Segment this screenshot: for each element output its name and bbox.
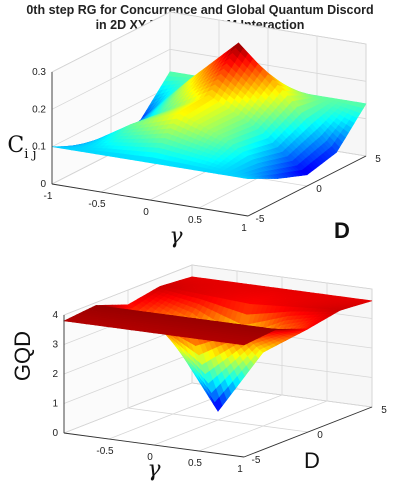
gqd-xtick-label: 1 [237, 464, 243, 475]
gqd-ytick-label: 0 [317, 430, 323, 441]
concurrence-axis-labels: Ci j γ D [7, 133, 350, 249]
concurrence-ytick-label: 5 [375, 154, 381, 165]
gqd-x-axis-line [63, 432, 245, 458]
gqd-surface-mesh [62, 276, 373, 412]
concurrence-x-axis-line [51, 183, 249, 217]
gqd-axis-labels: GQD γ D [10, 331, 320, 482]
gqd-surface-plot: 0 1 2 3 4 -0.5 0 0.5 1 -5 0 5 [52, 264, 387, 475]
gqd-xtick-label: -0.5 [96, 446, 114, 457]
concurrence-xtick-label: 0 [143, 207, 149, 218]
concurrence-y-axis-line [247, 155, 367, 217]
gqd-xtick-label: 0 [147, 452, 153, 463]
figure-title-line1: 0th step RG for Concurrence and Global Q… [26, 3, 373, 17]
gqd-ztick-label: 4 [52, 310, 58, 321]
gqd-ztick-label: 0 [52, 428, 58, 439]
zlabel-concurrence: Ci j [7, 133, 36, 162]
gqd-xtick-label: 0.5 [188, 458, 202, 469]
concurrence-xtick-label: 0.5 [188, 215, 202, 226]
gqd-ztick-label: 2 [52, 369, 58, 380]
concurrence-ztick-label: 0 [40, 179, 46, 190]
gqd-y-axis-line [243, 406, 373, 458]
gqd-surface-patch [238, 342, 249, 346]
concurrence-ytick-label: -5 [256, 214, 265, 225]
gqd-ztick-label: 1 [52, 399, 58, 410]
zlabel-gqd: GQD [10, 331, 35, 381]
gqd-ytick-label: -5 [252, 455, 261, 466]
concurrence-surface-plot: 0 0.1 0.2 0.3 -1 -0.5 0 0.5 1 -5 0 5 [32, 11, 381, 234]
concurrence-xtick-label: 1 [241, 223, 247, 234]
concurrence-ztick-label: 0.1 [32, 142, 46, 153]
xlabel-gamma-bottom: γ [147, 457, 161, 482]
xlabel-gamma-top: γ [169, 224, 183, 249]
concurrence-ytick-label: 0 [316, 184, 322, 195]
concurrence-surface-mesh [51, 42, 367, 180]
ylabel-d-top: D [334, 218, 350, 243]
concurrence-xtick-label: -1 [44, 191, 53, 202]
concurrence-surface-patch [243, 177, 251, 179]
concurrence-ztick-label: 0.3 [32, 67, 46, 78]
concurrence-ztick-label: 0.2 [32, 104, 46, 115]
gqd-ytick-label: 5 [381, 405, 387, 416]
concurrence-xtick-label: -0.5 [88, 199, 106, 210]
gqd-ztick-label: 3 [52, 340, 58, 351]
ylabel-d-bottom: D [304, 448, 320, 473]
